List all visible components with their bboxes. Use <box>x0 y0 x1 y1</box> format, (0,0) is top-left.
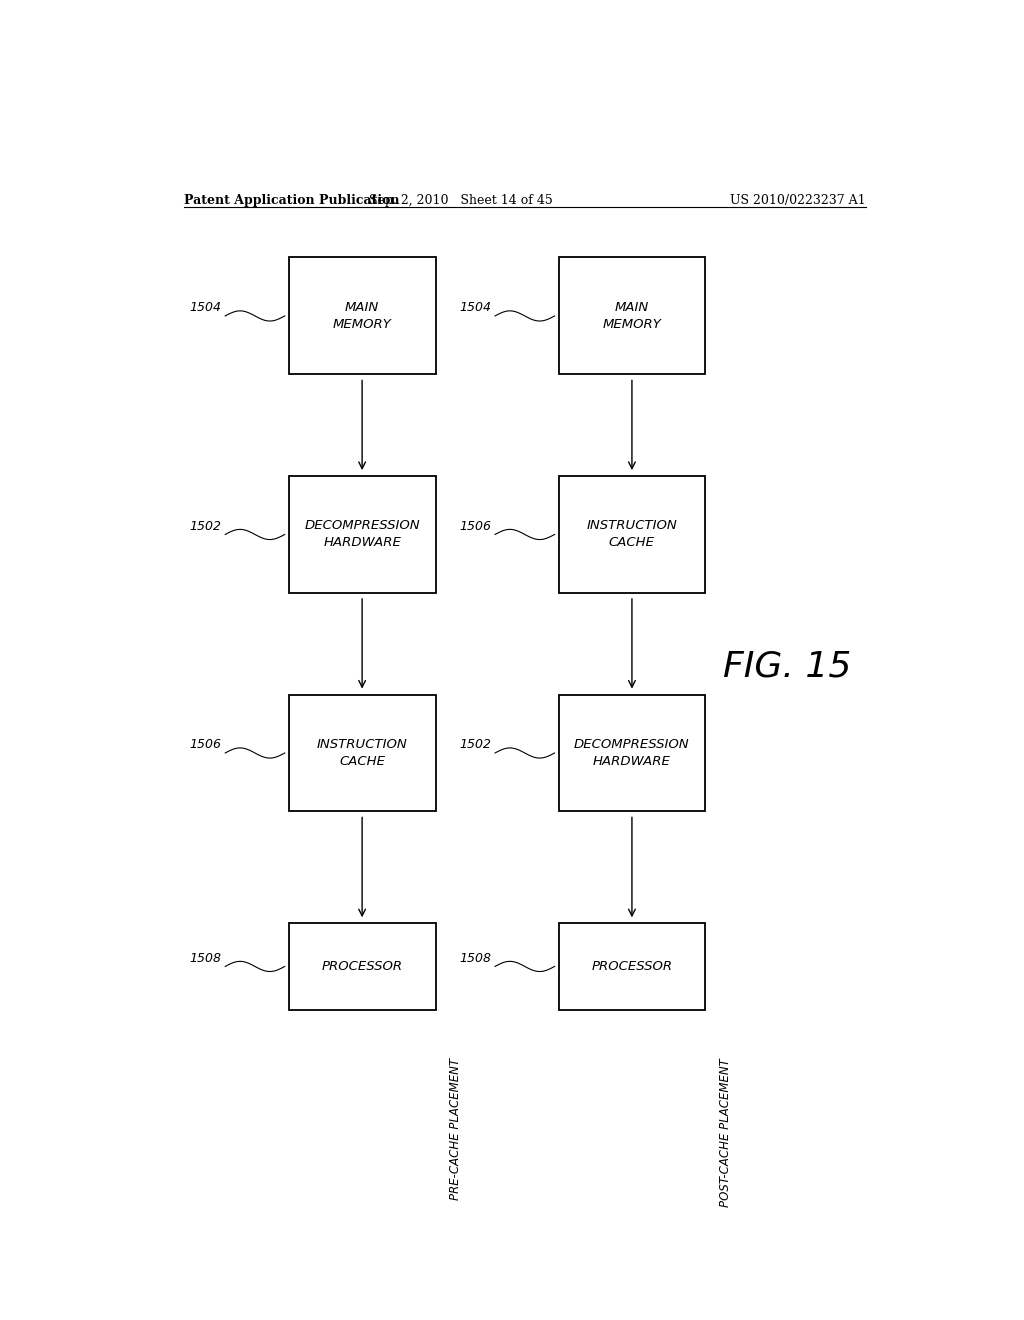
Text: PROCESSOR: PROCESSOR <box>592 960 673 973</box>
Text: 1504: 1504 <box>189 301 221 314</box>
Text: PROCESSOR: PROCESSOR <box>322 960 402 973</box>
Text: DECOMPRESSION
HARDWARE: DECOMPRESSION HARDWARE <box>574 738 690 768</box>
Text: INSTRUCTION
CACHE: INSTRUCTION CACHE <box>587 520 677 549</box>
Text: PRE-CACHE PLACEMENT: PRE-CACHE PLACEMENT <box>450 1057 463 1200</box>
Text: 1506: 1506 <box>459 520 492 533</box>
Bar <box>289 694 435 812</box>
Text: 1508: 1508 <box>459 952 492 965</box>
Bar <box>558 923 706 1010</box>
Text: Sep. 2, 2010   Sheet 14 of 45: Sep. 2, 2010 Sheet 14 of 45 <box>370 194 553 207</box>
Text: INSTRUCTION
CACHE: INSTRUCTION CACHE <box>316 738 408 768</box>
Text: DECOMPRESSION
HARDWARE: DECOMPRESSION HARDWARE <box>304 520 420 549</box>
Bar <box>289 477 435 593</box>
Text: MAIN
MEMORY: MAIN MEMORY <box>602 301 662 331</box>
Text: 1502: 1502 <box>459 738 492 751</box>
Text: 1504: 1504 <box>459 301 492 314</box>
Text: POST-CACHE PLACEMENT: POST-CACHE PLACEMENT <box>719 1057 732 1206</box>
Text: MAIN
MEMORY: MAIN MEMORY <box>333 301 391 331</box>
Text: FIG. 15: FIG. 15 <box>723 649 851 684</box>
Text: 1502: 1502 <box>189 520 221 533</box>
Text: Patent Application Publication: Patent Application Publication <box>183 194 399 207</box>
Bar <box>558 477 706 593</box>
Text: US 2010/0223237 A1: US 2010/0223237 A1 <box>730 194 866 207</box>
Bar <box>289 923 435 1010</box>
Bar <box>289 257 435 375</box>
Bar <box>558 257 706 375</box>
Text: 1506: 1506 <box>189 738 221 751</box>
Text: 1508: 1508 <box>189 952 221 965</box>
Bar <box>558 694 706 812</box>
